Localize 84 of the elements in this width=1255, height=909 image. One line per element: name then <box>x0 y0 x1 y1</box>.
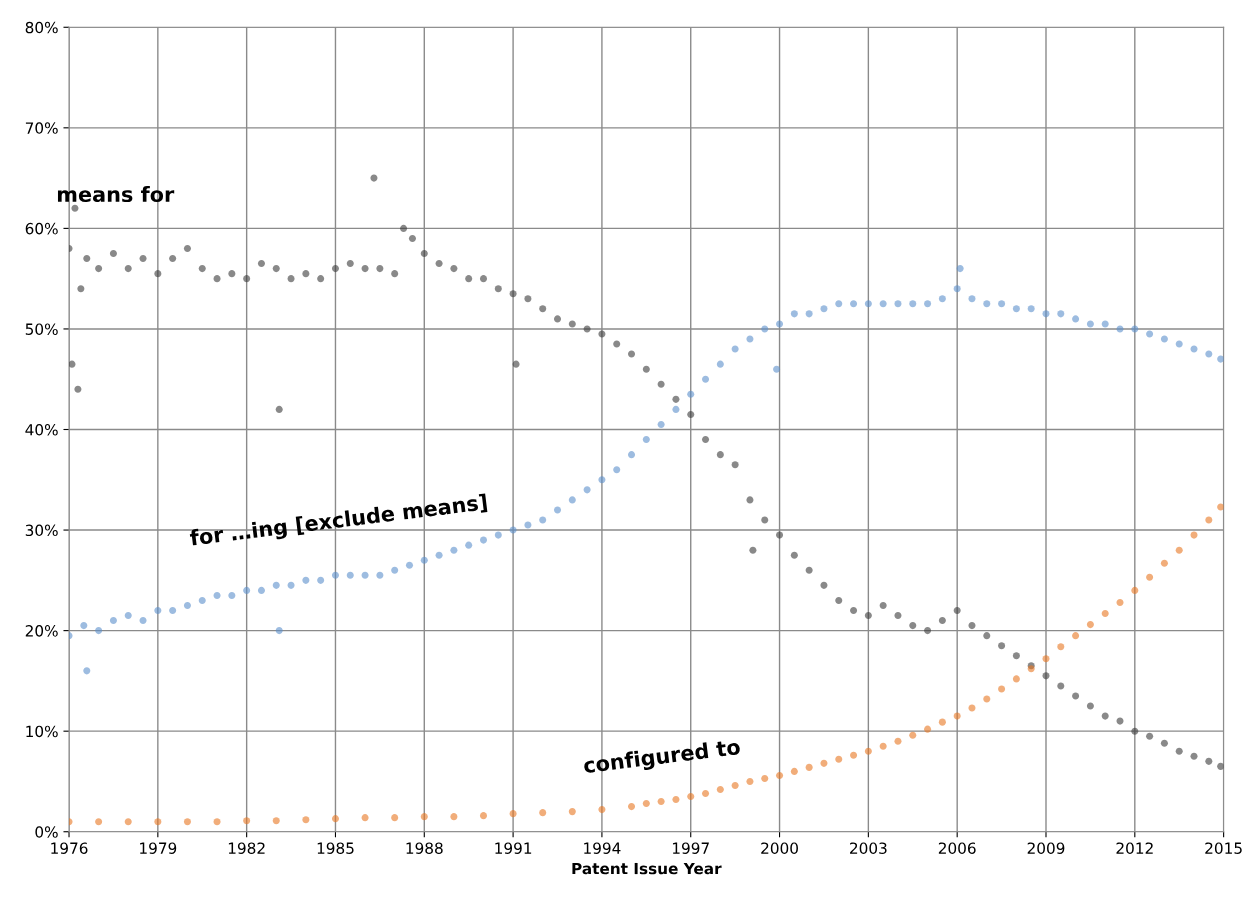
point <box>1160 559 1168 567</box>
point <box>95 818 103 826</box>
point <box>1205 516 1213 524</box>
x-tick-label: 1991 <box>495 842 532 854</box>
y-tick-label: 50% <box>25 323 58 335</box>
x-tick-label: 2012 <box>1116 842 1153 854</box>
point <box>361 814 369 822</box>
x-tick-label: 1979 <box>140 842 177 854</box>
point <box>1217 503 1224 511</box>
point <box>391 814 399 822</box>
point <box>938 718 946 726</box>
text: configured to <box>583 738 741 778</box>
x-tick-label: 1994 <box>584 842 621 854</box>
point <box>124 818 132 826</box>
point <box>1190 531 1198 539</box>
point <box>1101 609 1109 618</box>
y-tick-label: 60% <box>25 222 58 235</box>
point <box>1057 643 1065 651</box>
point <box>761 774 769 782</box>
series-label: means for <box>57 185 175 203</box>
point <box>331 815 340 823</box>
x-tick-label: 1982 <box>228 842 265 854</box>
point <box>864 747 872 755</box>
point <box>213 818 221 826</box>
text: for …ing [exclude means] <box>189 493 488 551</box>
point <box>450 813 458 821</box>
point <box>509 810 517 818</box>
point <box>183 818 191 826</box>
point <box>1116 598 1124 606</box>
point <box>598 806 606 814</box>
point <box>1086 621 1094 629</box>
point <box>420 813 428 821</box>
point <box>879 742 887 750</box>
point <box>850 751 858 759</box>
point <box>983 695 991 703</box>
x-tick-label: 2015 <box>1205 842 1242 854</box>
point <box>835 755 843 763</box>
y-tick-label: 0% <box>35 826 58 838</box>
point <box>1072 632 1080 640</box>
point <box>479 812 488 820</box>
point <box>820 759 828 767</box>
point <box>894 737 902 745</box>
point <box>642 800 650 808</box>
point <box>746 777 754 785</box>
point <box>657 798 665 806</box>
y-tick-label: 10% <box>26 725 58 738</box>
x-tick-label: 1976 <box>51 842 88 854</box>
point <box>1012 675 1020 683</box>
point <box>1042 655 1050 663</box>
point <box>1131 586 1139 594</box>
point <box>924 725 932 733</box>
point <box>302 816 310 824</box>
x-tick-label: 2000 <box>761 842 798 854</box>
point <box>731 781 739 790</box>
point <box>790 767 798 775</box>
point <box>953 712 961 720</box>
point <box>154 818 162 826</box>
point <box>701 789 710 798</box>
x-tick-label: 1997 <box>672 842 709 854</box>
x-tick-label: 2003 <box>850 842 887 854</box>
point <box>568 808 576 816</box>
y-tick-label: 30% <box>25 524 58 537</box>
point <box>272 817 280 825</box>
point <box>539 809 547 817</box>
point <box>716 785 724 794</box>
point <box>672 796 680 804</box>
point <box>687 793 695 801</box>
y-tick-label: 80% <box>25 21 58 34</box>
x-axis-title: Patent Issue Year <box>572 862 722 875</box>
point <box>805 763 813 771</box>
x-tick-label: 1988 <box>406 842 443 854</box>
point <box>909 731 917 739</box>
point <box>627 803 636 811</box>
point <box>243 817 251 825</box>
point <box>776 771 784 779</box>
x-tick-label: 2009 <box>1027 842 1065 854</box>
x-tick-label: 2006 <box>938 842 976 854</box>
point <box>998 685 1006 693</box>
y-tick-label: 20% <box>25 625 58 637</box>
y-tick-label: 40% <box>25 423 58 436</box>
point <box>1146 573 1154 581</box>
x-tick-label: 1985 <box>317 842 354 854</box>
y-tick-label: 70% <box>25 122 58 134</box>
point <box>1175 546 1183 554</box>
